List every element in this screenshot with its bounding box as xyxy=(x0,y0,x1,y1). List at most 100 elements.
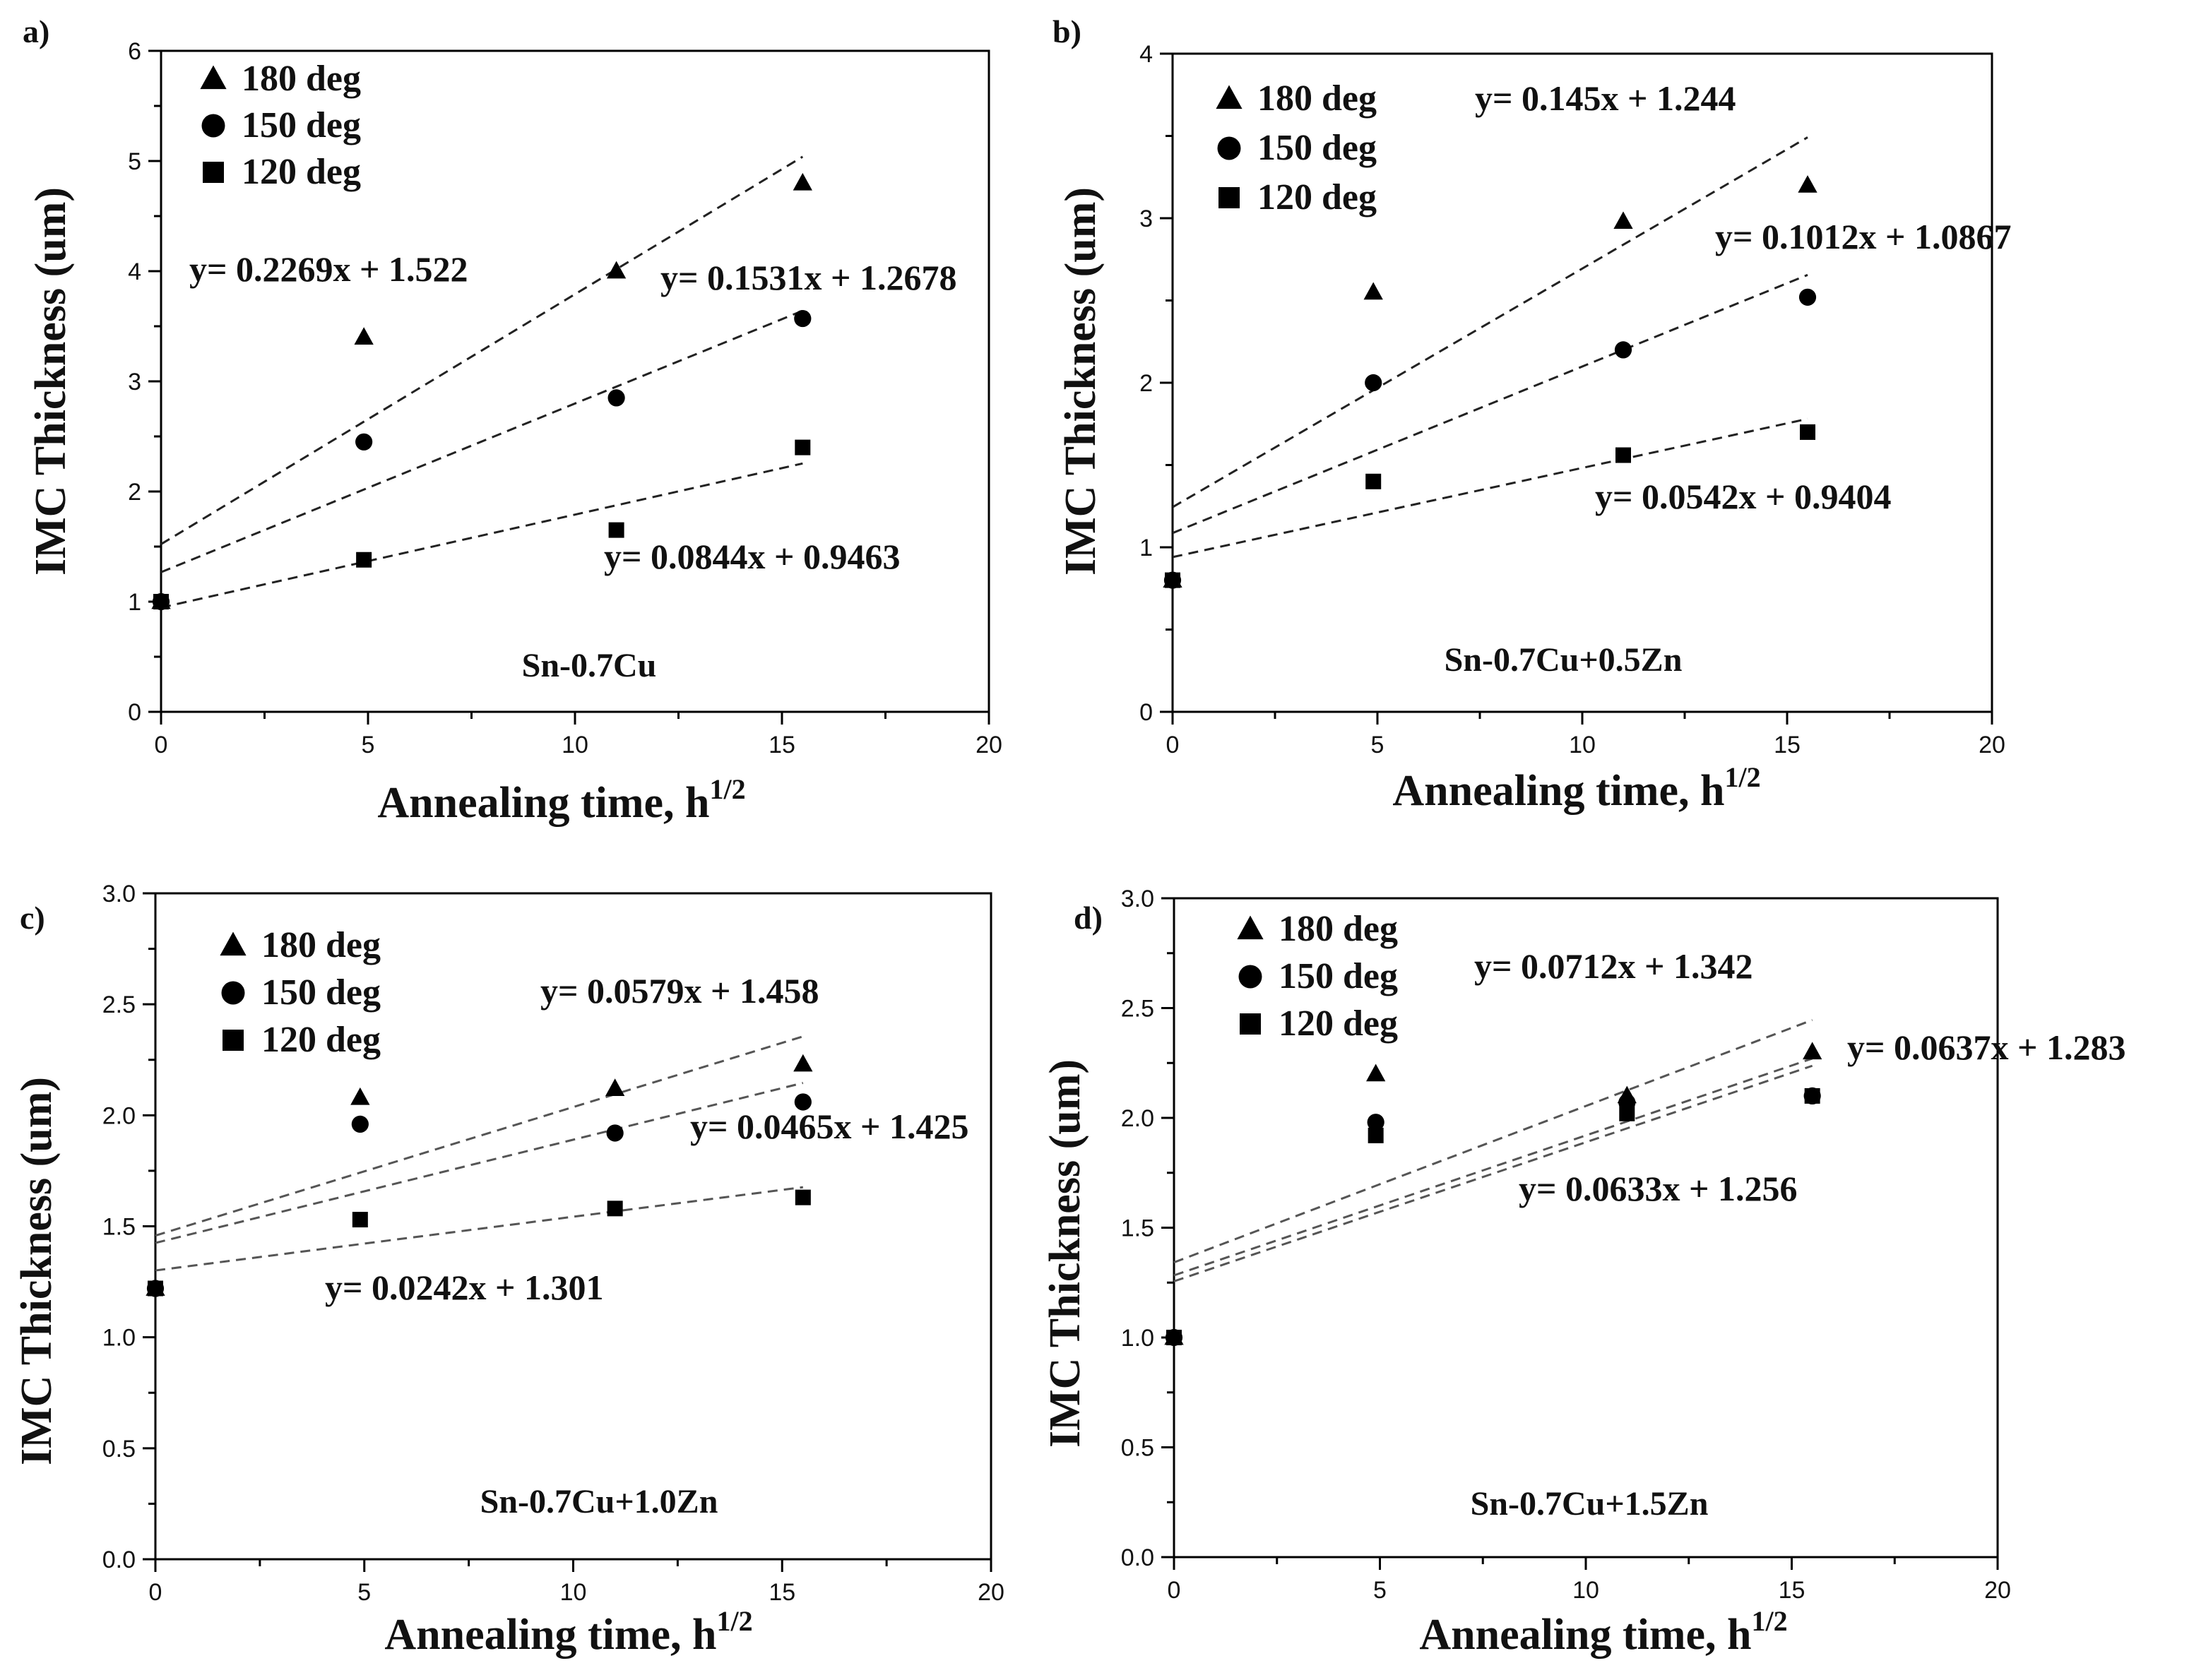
fit-line-150-deg xyxy=(1173,1057,1813,1277)
data-point-150-deg xyxy=(1798,288,1817,306)
x-tick-label: 10 xyxy=(562,732,588,758)
x-tick-label: 0 xyxy=(1166,732,1180,758)
x-axis-title-superscript: 1/2 xyxy=(710,773,746,805)
regression-equation: y= 0.2269x + 1.522 xyxy=(189,249,468,289)
data-point-120-deg xyxy=(795,439,811,455)
legend-marker-120-deg xyxy=(223,1030,244,1051)
y-tick-label: 0.0 xyxy=(1121,1544,1154,1571)
regression-equation: y= 0.0465x + 1.425 xyxy=(690,1107,968,1146)
y-axis-title: IMC Thickness (um) xyxy=(13,1077,61,1465)
fit-line-150-deg xyxy=(160,309,803,573)
legend-marker-150-deg xyxy=(201,114,225,138)
y-tick-label: 1 xyxy=(1139,535,1153,561)
data-point-180-deg xyxy=(606,261,627,279)
y-tick-label: 5 xyxy=(128,148,141,175)
legend-marker-120-deg xyxy=(1218,187,1240,208)
data-point-120-deg xyxy=(1166,1330,1182,1345)
fit-line-180-deg xyxy=(1172,136,1808,508)
legend-marker-120-deg xyxy=(203,162,224,183)
data-point-150-deg xyxy=(355,433,373,451)
panel-letter: b) xyxy=(1052,13,1081,49)
data-point-120-deg xyxy=(352,1212,368,1228)
chart-panel-b: 0 5 10 15 20 0 1 2 3 4 180 deg 150 deg 120 deg y= 0.1… xyxy=(1052,13,2011,815)
y-tick-label: 3 xyxy=(128,369,141,395)
plot-frame xyxy=(160,49,990,713)
regression-equation: y= 0.0712x + 1.342 xyxy=(1474,946,1753,986)
x-tick-label: 15 xyxy=(769,1579,795,1606)
data-point-150-deg xyxy=(1614,341,1632,359)
data-point-180-deg xyxy=(1363,282,1383,300)
x-axis-title-main: Annealing time, h xyxy=(1419,1611,1751,1659)
x-axis-title-superscript: 1/2 xyxy=(1752,1605,1788,1637)
x-axis-title-main: Annealing time, h xyxy=(1392,767,1724,815)
y-tick-label: 2.0 xyxy=(102,1102,136,1129)
x-axis-title-main: Annealing time, h xyxy=(377,779,709,827)
regression-equation: y= 0.0242x + 1.301 xyxy=(325,1268,603,1307)
fit-line-120-deg xyxy=(1172,417,1808,559)
data-point-120-deg xyxy=(1800,424,1815,440)
y-tick-label: 4 xyxy=(1139,41,1153,68)
x-tick-label: 15 xyxy=(1774,732,1801,758)
y-tick-label: 0 xyxy=(128,699,141,726)
alloy-label: Sn-0.7Cu+1.0Zn xyxy=(480,1483,718,1520)
legend-marker-180-deg xyxy=(1237,915,1264,940)
data-point-150-deg xyxy=(351,1115,369,1133)
y-tick-label: 3.0 xyxy=(1121,886,1154,912)
data-point-120-deg xyxy=(148,1280,163,1297)
legend-marker-150-deg xyxy=(221,981,245,1005)
data-point-120-deg xyxy=(153,594,169,609)
x-tick-label: 20 xyxy=(975,732,1002,758)
legend-label: 120 deg xyxy=(261,1020,381,1060)
data-point-180-deg xyxy=(605,1078,625,1097)
legend-label: 150 deg xyxy=(1257,128,1377,168)
regression-equation: y= 0.145x + 1.244 xyxy=(1475,78,1736,118)
fit-line-180-deg xyxy=(160,155,804,545)
y-tick-label: 2 xyxy=(128,479,141,506)
y-tick-label: 4 xyxy=(128,258,141,285)
y-tick-label: 1.0 xyxy=(1121,1325,1154,1352)
x-axis-title: Annealing time, h1/2 xyxy=(1392,761,1760,815)
y-tick-label: 3 xyxy=(1139,205,1153,232)
x-axis-title: Annealing time, h1/2 xyxy=(384,1605,752,1659)
data-point-120-deg xyxy=(1368,1127,1384,1143)
x-tick-label: 5 xyxy=(357,1579,371,1606)
y-axis-title: IMC Thickness (um) xyxy=(1041,1059,1089,1448)
data-point-120-deg xyxy=(1365,473,1382,489)
alloy-label: Sn-0.7Cu+1.5Zn xyxy=(1471,1485,1709,1523)
y-tick-label: 2 xyxy=(1139,370,1153,397)
regression-equation: y= 0.0637x + 1.283 xyxy=(1847,1027,2125,1067)
data-point-120-deg xyxy=(608,522,624,538)
data-point-150-deg xyxy=(1367,1114,1384,1131)
legend-marker-150-deg xyxy=(1238,965,1262,989)
x-tick-label: 10 xyxy=(1572,1577,1599,1604)
legend-marker-180-deg xyxy=(220,931,247,956)
data-point-150-deg xyxy=(1365,374,1382,392)
data-point-180-deg xyxy=(354,327,374,345)
x-axis-title-superscript: 1/2 xyxy=(717,1605,753,1637)
chart-panel-d: 0 5 10 15 20 0.0 0.5 1.0 1.5 2.0 2.5 3.0 180 deg 150 … xyxy=(1041,886,2125,1659)
fit-line-180-deg xyxy=(1173,1019,1813,1264)
legend-label: 180 deg xyxy=(1279,909,1398,949)
x-axis-title: Annealing time, h1/2 xyxy=(1419,1605,1787,1659)
legend-label: 150 deg xyxy=(1279,956,1398,996)
x-tick-label: 10 xyxy=(560,1579,587,1606)
x-tick-label: 15 xyxy=(1779,1577,1805,1604)
x-tick-label: 5 xyxy=(362,732,375,758)
data-point-180-deg xyxy=(1803,1042,1822,1060)
regression-equation: y= 0.1012x + 1.0867 xyxy=(1715,217,2011,256)
x-tick-label: 10 xyxy=(1569,732,1596,758)
x-tick-label: 20 xyxy=(1979,732,2005,758)
panel-letter: c) xyxy=(20,900,45,936)
legend-label: 180 deg xyxy=(261,925,381,965)
fit-line-150-deg xyxy=(155,1082,804,1244)
legend-marker-120-deg xyxy=(1240,1013,1261,1035)
alloy-label: Sn-0.7Cu+0.5Zn xyxy=(1445,641,1683,679)
x-tick-label: 0 xyxy=(155,732,168,758)
panel-letter: d) xyxy=(1074,900,1103,936)
data-point-120-deg xyxy=(1619,1105,1635,1121)
data-point-180-deg xyxy=(793,172,812,191)
panel-letter: a) xyxy=(23,13,49,49)
chart-panel-a: 0 5 10 15 20 0 1 2 3 4 5 6 180 deg 150 deg 120 deg y= 0… xyxy=(23,13,1002,827)
y-tick-label: 2.5 xyxy=(1121,996,1154,1023)
